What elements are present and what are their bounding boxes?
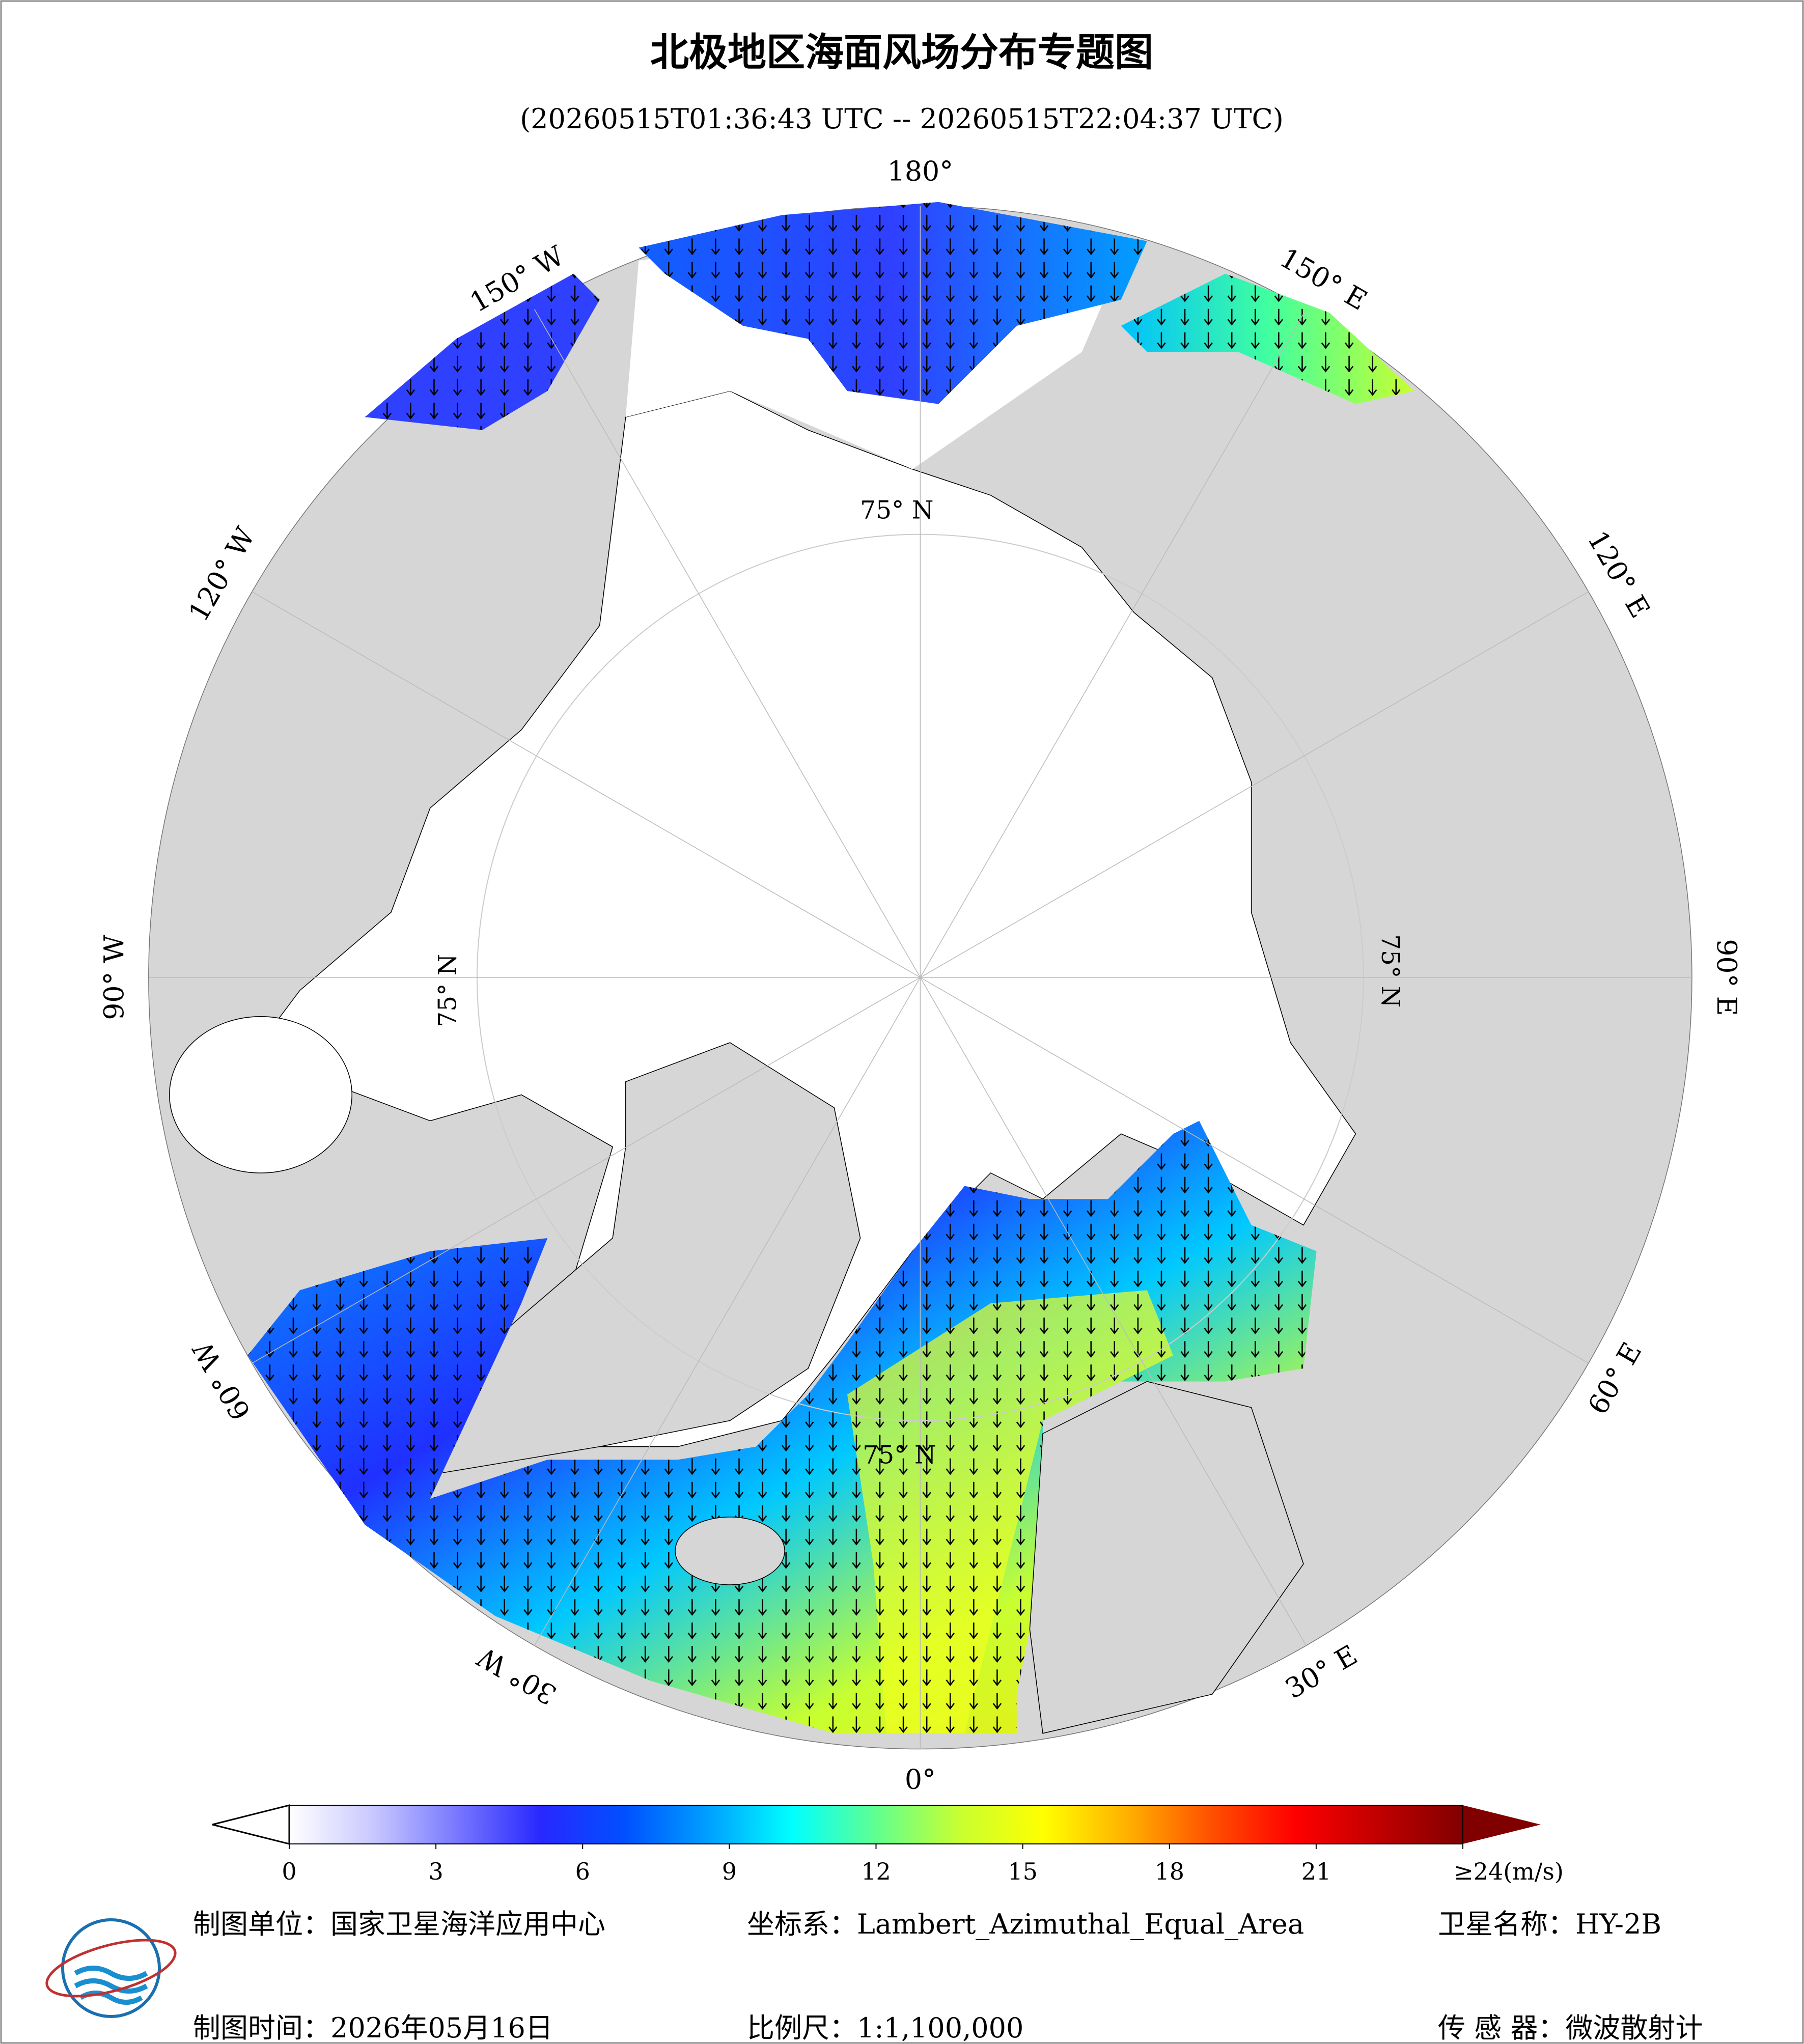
- footer-value: HY-2B: [1575, 1908, 1661, 1940]
- parallel-label: 75° N: [863, 1441, 936, 1470]
- wind-arrows: [247, 202, 1414, 1733]
- meridian: [252, 977, 921, 1364]
- footer-label: 制图单位：: [193, 1908, 330, 1940]
- footer-value: 国家卫星海洋应用中心: [330, 1908, 605, 1940]
- colorbar-tick-label: 12: [861, 1858, 891, 1885]
- footer-label: 传 感 器：: [1438, 2012, 1565, 2044]
- footer-value: 2026年05月16日: [330, 2012, 553, 2044]
- parallel-label: 75° N: [860, 496, 933, 525]
- meridian-label: 180°: [887, 155, 953, 187]
- footer-value: 微波散射计: [1565, 2012, 1703, 2044]
- footer-label: 坐标系：: [747, 1908, 857, 1940]
- colorbar-tick-label: 6: [575, 1858, 590, 1885]
- hudson-bay: [169, 1016, 352, 1173]
- scandinavia: [1029, 1381, 1304, 1734]
- colorbar-under: [212, 1804, 290, 1845]
- meridian: [252, 591, 921, 978]
- meridian-label: 90° E: [1711, 939, 1743, 1016]
- subtitle: (20260515T01:36:43 UTC -- 20260515T22:04…: [520, 103, 1284, 135]
- logo: [45, 1918, 177, 2018]
- colorbar-tick-label: 3: [428, 1858, 443, 1885]
- footer-item: 卫星名称：HY-2B: [1438, 1908, 1661, 1940]
- meridian: [920, 591, 1589, 978]
- colorbar-over: [1463, 1805, 1541, 1844]
- footer-item: 比例尺：1:1,100,000: [747, 2012, 1023, 2044]
- colorbar-tick-label: 15: [1008, 1858, 1038, 1885]
- meridian: [920, 977, 1589, 1364]
- iceland: [675, 1517, 785, 1585]
- footer-label: 卫星名称：: [1438, 1908, 1575, 1940]
- footer-item: 制图单位：国家卫星海洋应用中心: [193, 1908, 605, 1940]
- meridian-label: 0°: [905, 1763, 936, 1796]
- parallel-label: 75° N: [1376, 934, 1404, 1007]
- colorbar-bar: [289, 1805, 1463, 1844]
- title: 北极地区海面风场分布专题图: [650, 30, 1153, 75]
- footer-item: 制图时间：2026年05月16日: [193, 2012, 553, 2044]
- parallel-label: 75° N: [434, 954, 462, 1027]
- colorbar-tick-label: 21: [1301, 1858, 1331, 1885]
- footer-item: 坐标系：Lambert_Azimuthal_Equal_Area: [747, 1908, 1304, 1940]
- meridian-label: 90° W: [98, 934, 130, 1020]
- colorbar: 0 3 6 9 12 15 18 21 ≥24(m/s): [212, 1804, 1564, 1885]
- meridian: [534, 977, 921, 1646]
- footer: 制图单位：国家卫星海洋应用中心 坐标系：Lambert_Azimuthal_Equ…: [193, 1908, 1703, 2044]
- footer-label: 比例尺：: [747, 2012, 857, 2044]
- greenland: [417, 1042, 861, 1473]
- footer-item: 传 感 器：微波散射计: [1438, 2012, 1703, 2044]
- logo-orbit: [45, 1939, 177, 1998]
- meridian: [920, 977, 1307, 1646]
- logo-ring: [61, 1918, 161, 2018]
- meridian: [920, 309, 1307, 978]
- colorbar-tick-label: 9: [722, 1858, 737, 1885]
- meridian: [534, 309, 921, 978]
- colorbar-tick-label: 18: [1154, 1858, 1184, 1885]
- ocean: [260, 390, 1356, 1473]
- footer-value: Lambert_Azimuthal_Equal_Area: [857, 1908, 1304, 1940]
- footer-label: 制图时间：: [193, 2012, 330, 2044]
- colorbar-tick-label: ≥24(m/s): [1454, 1858, 1564, 1885]
- wind-field: [247, 202, 1414, 1733]
- logo-waves: [74, 1966, 148, 2005]
- footer-value: 1:1,100,000: [857, 2012, 1023, 2044]
- colorbar-tick-label: 0: [282, 1858, 296, 1885]
